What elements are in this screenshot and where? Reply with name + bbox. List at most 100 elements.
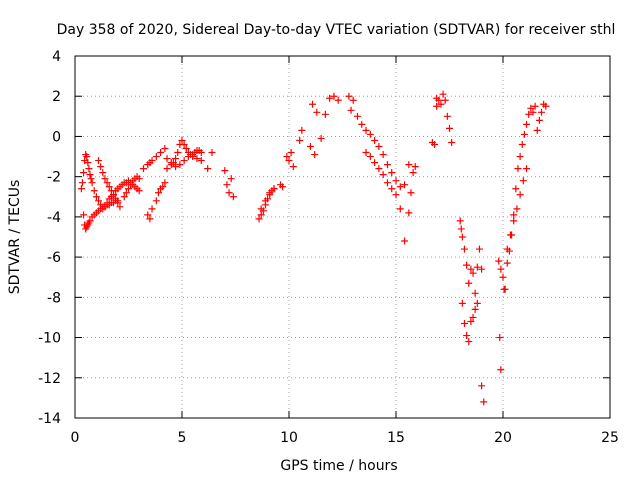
data-point <box>285 157 293 165</box>
data-point <box>313 108 321 116</box>
data-point <box>411 163 419 171</box>
data-point <box>180 157 188 165</box>
data-point <box>174 149 182 157</box>
data-point <box>80 211 88 219</box>
data-point <box>270 185 278 193</box>
data-point <box>496 334 504 342</box>
data-point <box>84 159 92 167</box>
data-point <box>148 157 156 165</box>
data-point <box>379 151 387 159</box>
data-point <box>182 145 190 153</box>
data-point <box>471 289 479 297</box>
data-point <box>257 205 265 213</box>
data-point <box>379 171 387 179</box>
data-point <box>460 245 468 253</box>
data-point <box>516 191 524 199</box>
data-point <box>83 153 91 161</box>
data-point <box>460 319 468 327</box>
data-point <box>189 153 197 161</box>
data-point <box>478 265 486 273</box>
data-point <box>523 165 531 173</box>
data-point <box>101 175 109 183</box>
data-point <box>457 225 465 233</box>
data-point <box>516 153 524 161</box>
data-point <box>309 100 317 108</box>
data-point <box>533 126 541 134</box>
data-point <box>289 163 297 171</box>
data-points <box>77 90 550 406</box>
data-point <box>306 143 314 150</box>
data-point <box>279 183 287 191</box>
data-point <box>478 382 486 390</box>
data-point <box>92 193 100 201</box>
data-point <box>287 149 295 157</box>
data-point <box>392 177 400 185</box>
data-point <box>152 197 160 205</box>
data-point <box>527 104 535 112</box>
y-tick-label: -14 <box>38 411 61 427</box>
data-point <box>176 161 184 169</box>
x-tick-label: 5 <box>178 430 187 446</box>
data-point <box>347 106 355 114</box>
grid-lines <box>75 56 610 418</box>
data-point <box>375 165 383 173</box>
data-point <box>456 217 464 225</box>
data-point <box>229 193 237 201</box>
data-point <box>99 169 107 177</box>
data-point <box>448 138 456 146</box>
data-point <box>87 175 95 183</box>
data-point <box>135 187 143 195</box>
data-point <box>446 124 453 132</box>
data-point <box>77 185 85 193</box>
data-point <box>152 153 160 161</box>
data-point <box>463 261 471 269</box>
data-point <box>225 189 233 197</box>
data-point <box>127 181 135 189</box>
data-point <box>139 165 147 173</box>
data-point <box>159 183 167 191</box>
data-point <box>542 102 550 110</box>
y-tick-label: 2 <box>52 89 61 105</box>
data-point <box>463 332 471 340</box>
data-point <box>405 161 413 169</box>
data-point <box>409 169 417 177</box>
data-point <box>334 96 342 104</box>
data-point <box>497 265 505 273</box>
data-point <box>78 179 86 187</box>
data-point <box>513 205 521 213</box>
data-point <box>167 159 175 167</box>
data-point <box>193 155 201 163</box>
data-point <box>255 215 263 223</box>
data-point <box>469 269 477 277</box>
data-point <box>163 165 171 173</box>
data-point <box>366 130 374 138</box>
data-point <box>223 181 231 189</box>
data-point <box>525 110 533 118</box>
data-point <box>529 108 537 116</box>
data-point <box>261 197 269 205</box>
data-point <box>499 273 507 281</box>
data-point <box>266 189 274 197</box>
data-point <box>531 102 539 110</box>
data-point <box>172 163 180 171</box>
x-axis-title: GPS time / hours <box>280 458 397 474</box>
data-point <box>441 96 449 104</box>
data-point <box>85 165 93 173</box>
data-point <box>197 149 205 157</box>
data-point <box>500 285 508 293</box>
data-point <box>396 205 404 213</box>
x-tick-label: 20 <box>494 430 512 446</box>
x-tick-label: 25 <box>601 430 619 446</box>
data-point <box>326 94 334 102</box>
data-point <box>473 263 481 271</box>
data-point <box>383 179 391 187</box>
data-point <box>148 205 156 213</box>
data-point <box>135 175 143 183</box>
data-point <box>120 193 128 201</box>
data-point <box>86 171 94 179</box>
data-point <box>435 96 443 104</box>
data-point <box>523 120 531 128</box>
data-point <box>475 245 483 253</box>
data-point <box>514 165 522 173</box>
y-tick-label: -4 <box>47 210 61 226</box>
